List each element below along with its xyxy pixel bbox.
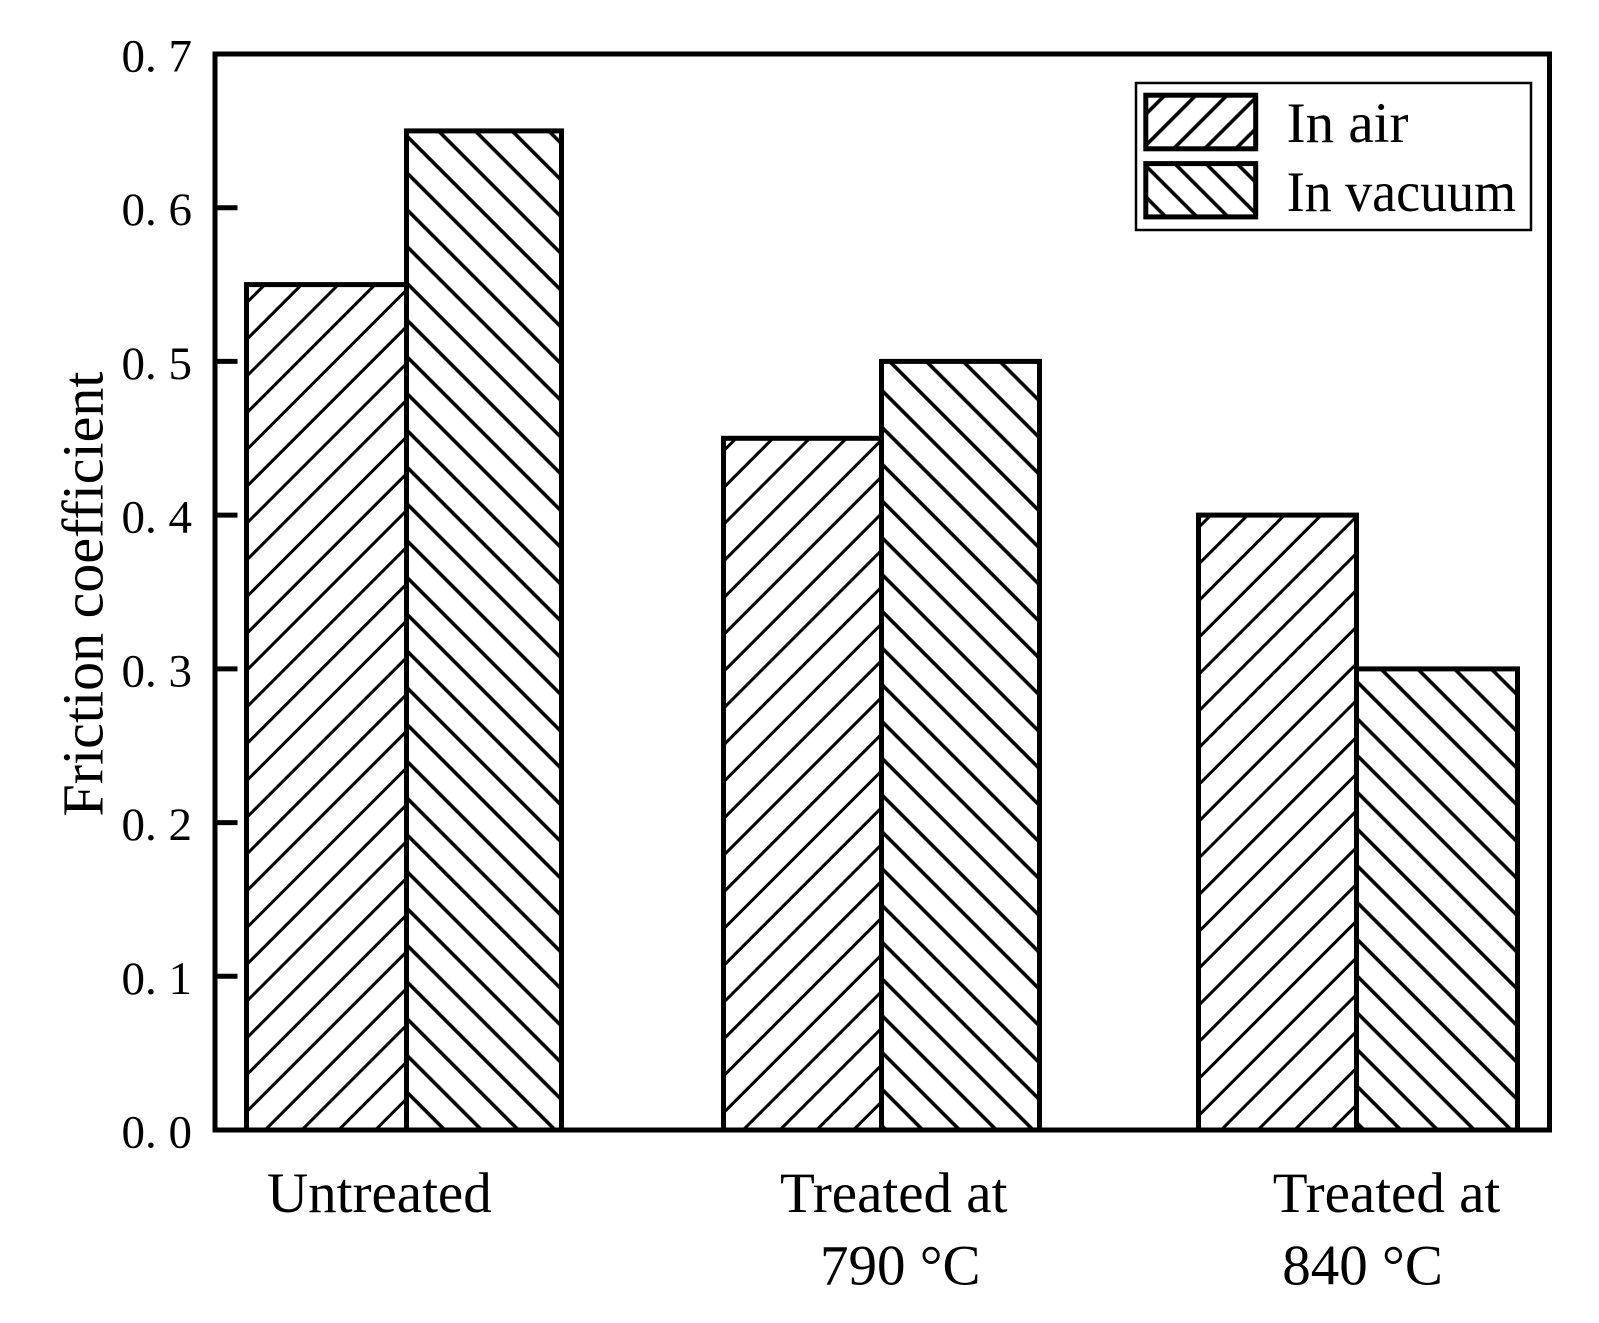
svg-text:0. 0: 0. 0 — [122, 1107, 193, 1159]
svg-text:Treated at: Treated at — [1273, 1162, 1501, 1225]
svg-text:In vacuum: In vacuum — [1287, 161, 1517, 224]
svg-text:0. 3: 0. 3 — [122, 645, 193, 697]
svg-text:Friction coefficient: Friction coefficient — [51, 371, 116, 816]
svg-text:In air: In air — [1287, 92, 1409, 155]
svg-text:0. 6: 0. 6 — [122, 184, 193, 236]
svg-text:0. 5: 0. 5 — [122, 338, 193, 390]
svg-text:0. 4: 0. 4 — [122, 492, 193, 544]
svg-text:Treated at: Treated at — [780, 1162, 1008, 1225]
svg-text:840 °C: 840 °C — [1282, 1235, 1443, 1298]
svg-text:0. 7: 0. 7 — [122, 31, 193, 83]
svg-text:0. 1: 0. 1 — [122, 953, 193, 1005]
svg-text:790 °C: 790 °C — [820, 1235, 981, 1298]
svg-text:Untreated: Untreated — [267, 1162, 492, 1225]
svg-text:0. 2: 0. 2 — [122, 799, 193, 851]
